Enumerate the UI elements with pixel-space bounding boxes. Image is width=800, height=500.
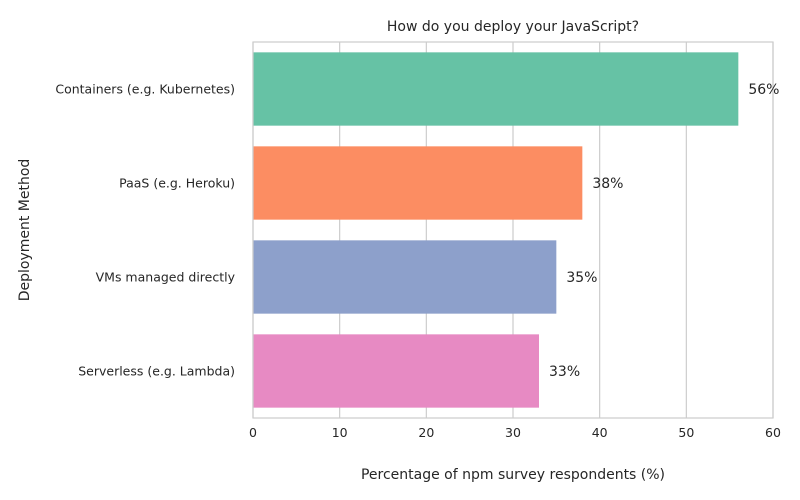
bar xyxy=(253,240,557,314)
x-tick-label: 0 xyxy=(249,425,257,440)
chart-title: How do you deploy your JavaScript? xyxy=(387,19,639,35)
category-label: Containers (e.g. Kubernetes) xyxy=(55,82,235,97)
x-tick-labels: 0 10 20 30 40 50 60 xyxy=(249,425,781,440)
bar xyxy=(253,52,739,126)
category-label: VMs managed directly xyxy=(96,270,236,285)
plot-frame xyxy=(252,41,774,419)
x-tick-label: 30 xyxy=(505,425,521,440)
data-label: 38% xyxy=(592,176,623,192)
bar xyxy=(253,334,539,408)
y-axis-label: Deployment Method xyxy=(17,159,33,302)
category-label: PaaS (e.g. Heroku) xyxy=(119,176,235,191)
data-label: 35% xyxy=(566,270,597,286)
x-axis-label: Percentage of npm survey respondents (%) xyxy=(361,467,665,483)
x-tick-label: 20 xyxy=(418,425,434,440)
x-tick-label: 50 xyxy=(678,425,694,440)
x-tick-label: 40 xyxy=(592,425,608,440)
data-label: 56% xyxy=(748,82,779,98)
x-tick-label: 10 xyxy=(332,425,348,440)
category-labels: Containers (e.g. Kubernetes) PaaS (e.g. H… xyxy=(55,82,235,379)
x-tick-label: 60 xyxy=(765,425,781,440)
bar xyxy=(253,146,583,220)
data-label: 33% xyxy=(549,364,580,380)
category-label: Serverless (e.g. Lambda) xyxy=(78,364,235,379)
bars xyxy=(253,52,739,408)
data-labels: 56% 38% 35% 33% xyxy=(549,82,779,380)
